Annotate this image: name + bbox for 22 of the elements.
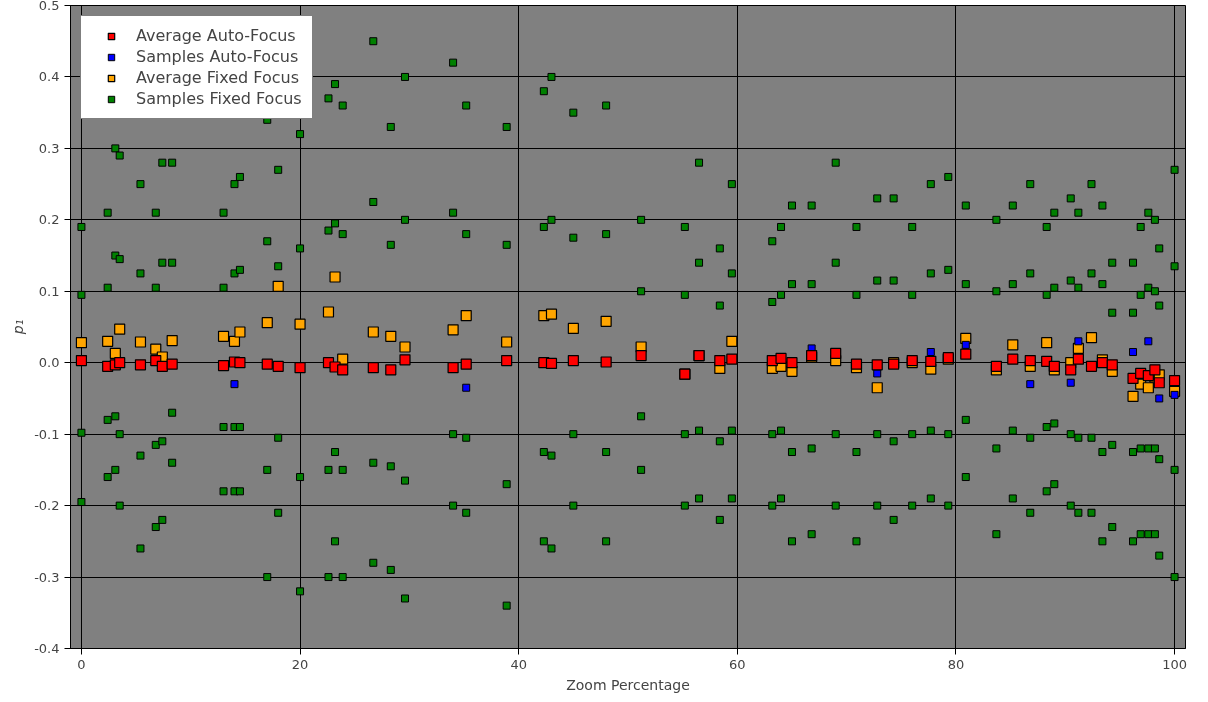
x-tick-label: 0 [77,656,86,672]
y-tick-label: 0.0 [38,355,60,371]
legend-label: Samples Auto-Focus [136,47,299,66]
x-tick-label: 60 [729,656,746,672]
legend-label: Average Fixed Focus [136,68,300,87]
y-axis-title: p₁ [10,319,27,336]
x-tick-label: 80 [947,656,965,672]
y-tick-label: 0.4 [38,69,60,85]
x-tick-label: 20 [291,656,309,672]
legend-label: Samples Fixed Focus [136,89,302,108]
x-tick-label: 40 [510,656,527,672]
y-tick-label: -0.1 [34,426,60,442]
x-tick-label: 100 [1162,656,1187,672]
legend-label: Average Auto-Focus [136,26,296,45]
y-tick-label: 0.3 [38,140,60,156]
y-tick-label: -0.3 [34,569,60,585]
y-tick-label: -0.4 [34,641,60,656]
x-axis-title: Zoom Percentage [566,676,690,693]
y-tick-label: 0.2 [38,212,60,228]
y-tick-label: 0.5 [38,0,60,13]
y-tick-label: 0.1 [38,283,60,299]
y-tick-label: -0.2 [34,498,60,514]
